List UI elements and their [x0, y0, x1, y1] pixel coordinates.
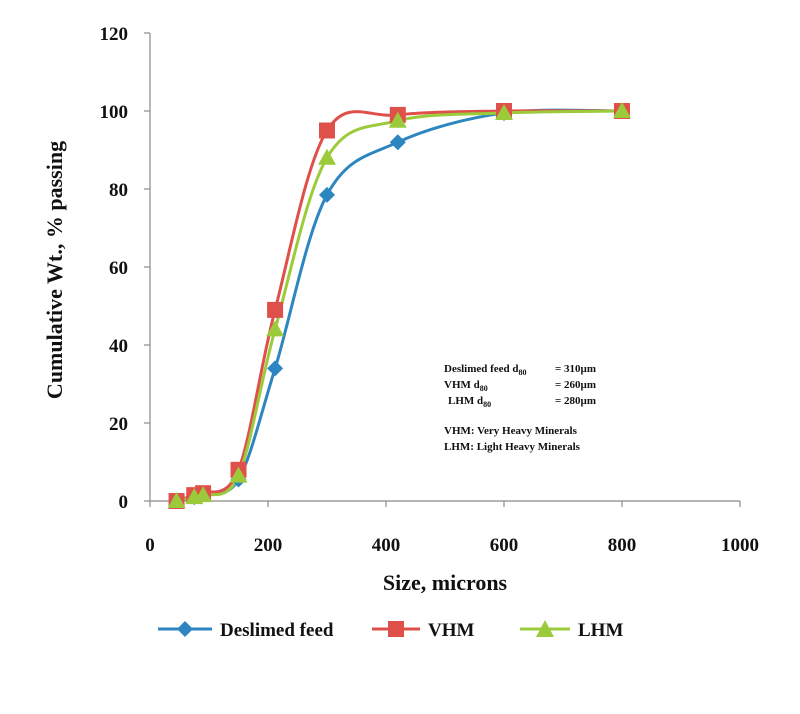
y-tick-label: 100 [100, 102, 129, 123]
x-tick-label: 0 [145, 535, 155, 556]
d80-line-3: LHM d80 [448, 395, 491, 409]
annotation-box: Deslimed feed d80 = 310µm VHM d80 = 260µ… [444, 363, 596, 453]
legend-triangle-marker [536, 620, 554, 637]
d80-value-2: = 260µm [555, 379, 596, 391]
legend-label-vhm: VHM [428, 620, 475, 641]
data-point-triangle [495, 103, 513, 120]
x-tick-label: 400 [372, 535, 401, 556]
legend-item-deslimed-feed: Deslimed feed [158, 620, 334, 641]
y-axis-title: Cumulative Wt., % passing [42, 141, 67, 399]
legend-diamond-marker [177, 621, 193, 637]
data-point-triangle [229, 466, 248, 483]
legend-item-vhm: VHM [372, 620, 475, 641]
note-vhm: VHM: Very Heavy Minerals [444, 425, 578, 437]
data-point-diamond [319, 186, 335, 203]
series-markers [167, 102, 631, 509]
legend-label-lhm: LHM [578, 620, 623, 641]
data-point-triangle [613, 102, 631, 118]
y-tick-label: 40 [109, 336, 128, 357]
data-point-triangle [167, 492, 186, 508]
legend-label-deslimed-feed: Deslimed feed [220, 620, 334, 641]
x-tick-label: 200 [254, 535, 283, 556]
y-tick-label: 80 [109, 180, 128, 201]
y-tick-label: 0 [119, 492, 129, 513]
legend: Deslimed feed VHM LHM [158, 620, 623, 641]
y-tick-label: 120 [100, 24, 129, 45]
x-tick-label: 600 [490, 535, 519, 556]
x-ticks: 0 200 400 600 800 1000 [145, 501, 759, 556]
d80-value-1: = 310µm [555, 363, 596, 375]
y-ticks: 0 20 40 60 80 100 120 [100, 24, 150, 513]
legend-square-marker [388, 621, 404, 637]
d80-value-3: = 280µm [555, 395, 596, 407]
note-lhm: LHM: Light Heavy Minerals [444, 441, 581, 453]
x-tick-label: 800 [608, 535, 637, 556]
data-point-triangle [318, 148, 336, 165]
x-axis-title: Size, microns [383, 570, 508, 595]
data-point-triangle [266, 320, 285, 337]
data-point-diamond [267, 360, 284, 377]
y-tick-label: 20 [109, 414, 128, 435]
data-point-diamond [389, 134, 406, 151]
data-point-square [267, 301, 284, 318]
legend-item-lhm: LHM [520, 620, 623, 641]
data-point-square [319, 122, 335, 139]
d80-line-2: VHM d80 [444, 379, 488, 393]
d80-line-1: Deslimed feed d80 [444, 363, 527, 377]
x-tick-label: 1000 [721, 535, 759, 556]
data-point-triangle [194, 486, 213, 503]
data-point-triangle [388, 111, 407, 128]
y-tick-label: 60 [109, 258, 128, 279]
